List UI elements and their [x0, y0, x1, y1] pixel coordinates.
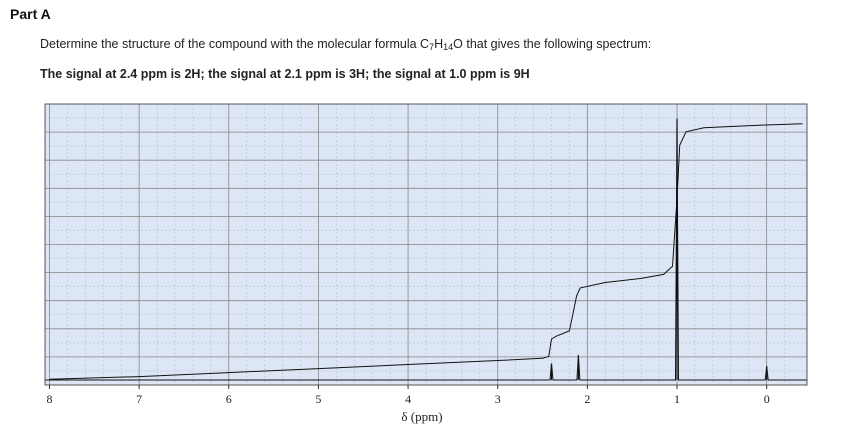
signal-note: The signal at 2.4 ppm is 2H; the signal …	[40, 67, 530, 81]
x-axis-label: δ (ppm)	[401, 409, 442, 424]
x-axis-ticks: 8 7 6 5 4 3 2 1 0	[47, 385, 770, 406]
spectrum-trace-group	[45, 118, 807, 381]
x-tick-label: 1	[674, 392, 680, 406]
question-suffix: that gives the following spectrum:	[462, 37, 652, 51]
plot-frame	[44, 103, 808, 386]
integral-curve	[49, 123, 803, 380]
carbon-count: 7	[429, 42, 435, 52]
integral-group	[49, 123, 803, 380]
x-tick-label: 4	[405, 392, 411, 406]
part-title: Part A	[10, 6, 51, 22]
x-tick-label: 3	[495, 392, 501, 406]
hydrogen-count: 14	[443, 42, 454, 52]
x-tick-label: 0	[764, 392, 770, 406]
x-tick-label: 5	[315, 392, 321, 406]
question-text: Determine the structure of the compound …	[40, 37, 651, 52]
x-tick-label: 6	[226, 392, 232, 406]
x-tick-label: 2	[584, 392, 590, 406]
question-prefix: Determine the structure of the compound …	[40, 37, 430, 51]
x-tick-label: 8	[47, 392, 53, 406]
oxygen-symbol: O	[453, 37, 463, 51]
x-tick-label: 7	[136, 392, 142, 406]
hydrogen-symbol: H	[434, 37, 444, 51]
